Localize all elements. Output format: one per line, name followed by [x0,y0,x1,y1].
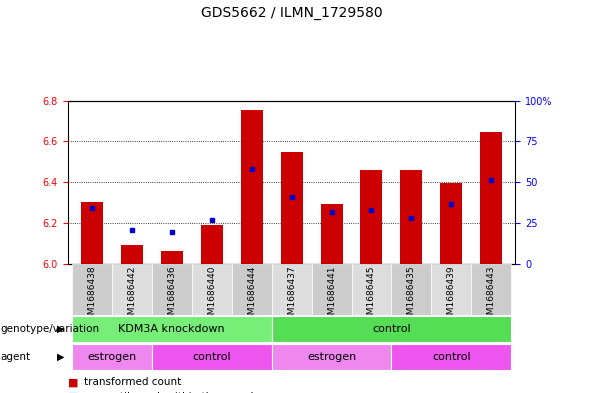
Text: GSM1686435: GSM1686435 [407,265,416,326]
Bar [441,183,462,264]
Bar [392,264,431,315]
Text: transformed count: transformed count [84,377,181,387]
Bar [112,264,152,315]
Text: genotype/variation: genotype/variation [1,324,100,334]
Text: percentile rank within the sample: percentile rank within the sample [84,392,260,393]
Text: GSM1686437: GSM1686437 [287,265,296,326]
Bar [72,344,152,370]
Bar [152,264,191,315]
Bar [401,170,422,264]
Text: GSM1686443: GSM1686443 [487,265,496,326]
Bar [191,264,231,315]
Text: agent: agent [1,352,31,362]
Bar [481,132,502,264]
Text: GSM1686445: GSM1686445 [367,265,376,326]
Text: control: control [372,324,411,334]
Text: GDS5662 / ILMN_1729580: GDS5662 / ILMN_1729580 [201,6,382,20]
Bar [201,225,223,264]
Text: GSM1686436: GSM1686436 [167,265,176,326]
Bar [431,264,471,315]
Bar [161,252,183,264]
Text: GSM1686444: GSM1686444 [247,265,256,326]
Text: ■: ■ [68,377,78,387]
Bar [240,110,263,264]
Text: KDM3A knockdown: KDM3A knockdown [118,324,225,334]
Bar [392,344,511,370]
Text: ▶: ▶ [57,324,65,334]
Bar [121,245,143,264]
Bar [320,204,343,264]
Bar [272,316,511,342]
Bar [81,202,102,264]
Bar [72,316,272,342]
Bar [272,344,392,370]
Text: control: control [432,352,471,362]
Text: GSM1686441: GSM1686441 [327,265,336,326]
Text: GSM1686440: GSM1686440 [207,265,216,326]
Text: ▶: ▶ [57,352,65,362]
Text: ■: ■ [68,392,78,393]
Text: estrogen: estrogen [307,352,356,362]
Bar [72,264,112,315]
Bar [360,170,382,264]
Text: GSM1686442: GSM1686442 [127,265,136,326]
Text: estrogen: estrogen [87,352,136,362]
Text: GSM1686438: GSM1686438 [87,265,96,326]
Bar [312,264,352,315]
Bar [471,264,511,315]
Bar [352,264,392,315]
Bar [280,152,303,264]
Text: control: control [192,352,231,362]
Text: GSM1686439: GSM1686439 [447,265,456,326]
Bar [152,344,272,370]
Bar [272,264,312,315]
Bar [231,264,272,315]
